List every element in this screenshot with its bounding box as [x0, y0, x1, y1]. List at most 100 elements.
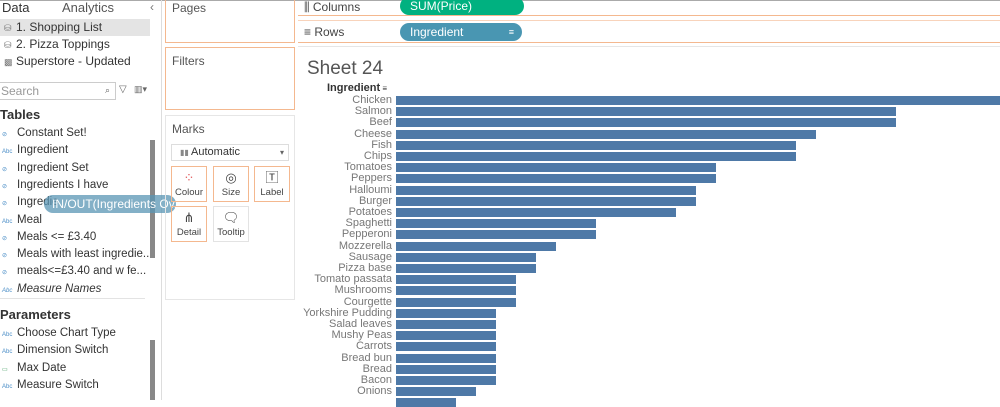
bar[interactable]: [396, 118, 896, 128]
search-input[interactable]: Search: [0, 82, 116, 100]
category-label[interactable]: Halloumi: [349, 183, 392, 196]
category-label[interactable]: Sausage: [348, 250, 392, 263]
filters-card[interactable]: Filters: [165, 47, 295, 110]
bar[interactable]: [396, 275, 516, 285]
bar[interactable]: [396, 297, 516, 307]
category-label[interactable]: Peppers: [351, 172, 392, 185]
tooltip-button[interactable]: 🗨 Tooltip: [213, 206, 249, 242]
bar[interactable]: [396, 163, 716, 173]
label-icon: 🅃: [265, 170, 279, 185]
bar[interactable]: [396, 196, 696, 206]
field-label: Meals <= £3.40: [17, 230, 97, 243]
bar[interactable]: [396, 241, 556, 251]
row-header[interactable]: Ingredient ≡: [327, 82, 388, 94]
field-item[interactable]: ⊘ Meals <= £3.40: [2, 229, 96, 248]
category-label[interactable]: Salmon: [354, 105, 392, 118]
datasource-item[interactable]: ▩ Superstore - Updated: [0, 53, 150, 70]
bar[interactable]: [396, 152, 796, 161]
category-label[interactable]: Tomatoes: [344, 161, 392, 174]
label-button[interactable]: 🅃 Label: [254, 166, 290, 202]
category-label[interactable]: Chips: [363, 150, 392, 162]
category-label[interactable]: Burger: [358, 194, 392, 207]
bar[interactable]: [396, 387, 476, 397]
datasource-item[interactable]: ⛁ 2. Pizza Toppings: [0, 36, 150, 53]
bar[interactable]: [396, 129, 816, 139]
bar[interactable]: [396, 208, 676, 217]
dragged-field-pill[interactable]: IN/OUT(Ingredients Ov..: [44, 195, 180, 213]
bar[interactable]: [396, 320, 496, 329]
field-item[interactable]: Abc Choose Chart Type: [2, 325, 116, 344]
parameters-scrollbar[interactable]: [150, 340, 155, 400]
category-label[interactable]: Bread bun: [341, 351, 392, 364]
category-label[interactable]: Cheese: [354, 127, 392, 140]
size-button[interactable]: ◎ Size: [213, 166, 249, 202]
rows-pill[interactable]: Ingredient ≡: [400, 23, 522, 41]
bar[interactable]: [396, 353, 496, 363]
category-label[interactable]: Courgette: [343, 295, 392, 308]
category-label[interactable]: Pepperoni: [341, 228, 392, 241]
category-label[interactable]: Onions: [357, 385, 392, 398]
category-label[interactable]: Salad leaves: [329, 318, 392, 330]
bar[interactable]: [396, 174, 716, 184]
category-label[interactable]: Mozzerella: [338, 239, 392, 252]
datasource-item[interactable]: ⛁ 1. Shopping List: [0, 19, 150, 36]
category-label[interactable]: Carrots: [355, 340, 392, 353]
bar[interactable]: [396, 230, 596, 240]
bar[interactable]: [396, 219, 596, 229]
colour-label: Colour: [175, 187, 203, 198]
columns-shelf[interactable]: ⫼ Columns SUM(Price): [298, 0, 1000, 16]
colour-button[interactable]: ⁘ Colour: [171, 166, 207, 202]
data-pane: Data Analytics ‹ ⛁ 1. Shopping List ⛁ 2. Pi…: [0, 0, 162, 400]
field-item[interactable]: ⊘ Meals with least ingredie...: [2, 246, 153, 265]
detail-button[interactable]: ⋔ Detail: [171, 206, 207, 242]
field-label: Dimension Switch: [17, 344, 109, 357]
bar[interactable]: [396, 308, 496, 318]
columns-pill[interactable]: SUM(Price): [400, 0, 524, 15]
mark-type-value: Automatic: [191, 146, 240, 158]
bar[interactable]: [396, 364, 496, 374]
bar[interactable]: [396, 96, 1000, 105]
field-item[interactable]: Abc Measure Names: [2, 281, 101, 300]
bar[interactable]: [396, 331, 496, 341]
category-label[interactable]: Potatoes: [348, 206, 392, 218]
tab-analytics[interactable]: Analytics: [62, 0, 115, 15]
field-item[interactable]: ▭ Max Date: [2, 360, 66, 379]
collapse-icon[interactable]: ‹: [150, 0, 154, 14]
category-label[interactable]: Chicken: [352, 94, 392, 106]
category-label[interactable]: Mushrooms: [334, 284, 392, 297]
field-item[interactable]: ⊘ Constant Set!: [2, 125, 87, 144]
field-item[interactable]: ⊘ Ingredients I have: [2, 177, 108, 196]
bar[interactable]: [396, 376, 496, 385]
mark-type-dropdown[interactable]: ▮▮ Automatic ▾: [171, 144, 289, 161]
category-label[interactable]: Mushy Peas: [331, 329, 392, 342]
category-label[interactable]: Fish: [371, 138, 392, 151]
rows-shelf[interactable]: ≡ Rows Ingredient ≡: [298, 20, 1000, 43]
category-label[interactable]: Pizza base: [338, 262, 392, 274]
category-label[interactable]: Beef: [369, 116, 392, 129]
columns-label: ⫼ Columns: [304, 0, 361, 14]
view-options-icon[interactable]: ▥▾: [134, 84, 148, 94]
field-item[interactable]: Abc Ingredient: [2, 142, 68, 161]
bar[interactable]: [396, 140, 796, 150]
category-label[interactable]: Tomato passata: [314, 273, 392, 286]
field-label: meals<=£3.40 and w fe...: [17, 265, 147, 278]
filter-icon[interactable]: ▽: [119, 84, 127, 95]
category-label[interactable]: Spaghetti: [345, 217, 392, 230]
pages-card[interactable]: Pages: [165, 0, 295, 43]
bar[interactable]: [396, 107, 896, 117]
bar[interactable]: [396, 185, 696, 195]
bar[interactable]: [396, 264, 536, 273]
field-item[interactable]: Abc Dimension Switch: [2, 342, 108, 361]
tab-data[interactable]: Data: [2, 0, 30, 15]
bar[interactable]: [396, 252, 536, 262]
field-item[interactable]: ⊘ meals<=£3.40 and w fe...: [2, 263, 146, 282]
field-item[interactable]: Abc Measure Switch: [2, 377, 99, 396]
field-item[interactable]: ⊘ Ingredient Set: [2, 160, 89, 179]
bar[interactable]: [396, 286, 516, 296]
field-item[interactable]: Abc Meal: [2, 212, 42, 231]
category-label[interactable]: Bread: [362, 362, 392, 375]
category-label[interactable]: Yorkshire Pudding: [303, 306, 392, 319]
category-label[interactable]: Bacon: [360, 374, 392, 386]
bar[interactable]: [396, 342, 496, 352]
set-icon: ⊘: [2, 253, 8, 260]
